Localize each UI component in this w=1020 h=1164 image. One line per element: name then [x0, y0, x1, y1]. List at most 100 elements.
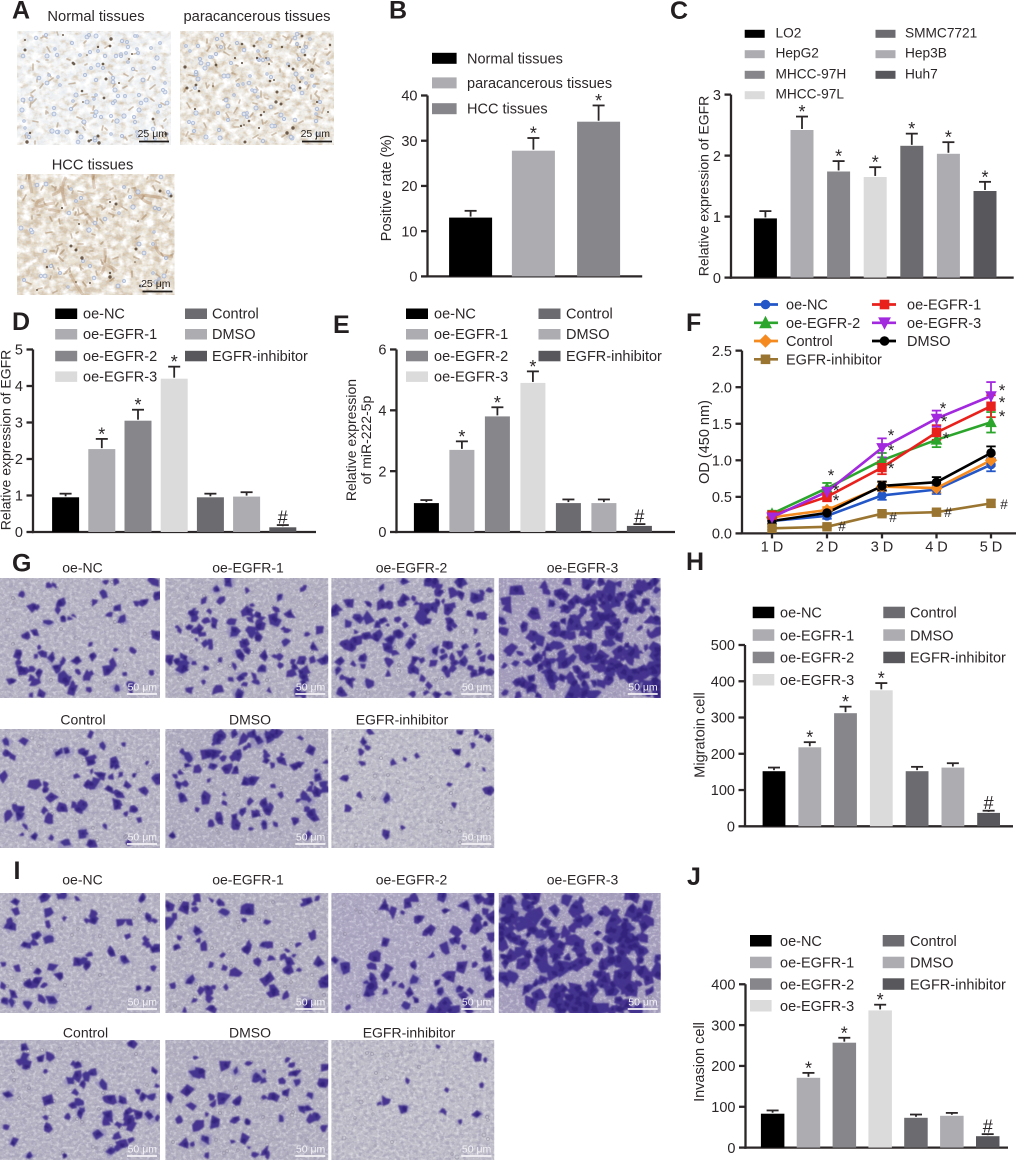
svg-text:F: F: [686, 309, 701, 337]
svg-text:100: 100: [711, 1100, 735, 1116]
svg-text:Relative expression: Relative expression: [343, 379, 359, 501]
svg-text:Huh7: Huh7: [905, 66, 938, 81]
svg-text:2: 2: [378, 464, 386, 480]
svg-text:oe-EGFR-3: oe-EGFR-3: [83, 369, 157, 385]
svg-text:*: *: [529, 357, 536, 377]
svg-text:1.0: 1.0: [712, 454, 732, 470]
svg-text:OD (450 nm): OD (450 nm): [697, 400, 713, 484]
svg-text:*: *: [171, 352, 178, 372]
svg-text:DMSO: DMSO: [229, 1025, 271, 1041]
svg-text:3: 3: [15, 416, 23, 432]
svg-text:oe-EGFR-1: oe-EGFR-1: [434, 327, 508, 343]
svg-text:HCC tissues: HCC tissues: [467, 102, 548, 118]
svg-text:oe-EGFR-2: oe-EGFR-2: [780, 651, 854, 667]
svg-text:oe-EGFR-1: oe-EGFR-1: [212, 560, 284, 576]
svg-text:#: #: [838, 519, 846, 534]
svg-text:Control: Control: [60, 712, 105, 728]
svg-text:EGFR-inhibitor: EGFR-inhibitor: [363, 1025, 456, 1041]
svg-text:200: 200: [711, 1059, 735, 1075]
svg-text:MHCC-97H: MHCC-97H: [776, 66, 847, 81]
svg-text:*: *: [999, 393, 1006, 412]
svg-text:#: #: [1000, 497, 1008, 512]
svg-text:Relative expression of EGFR: Relative expression of EGFR: [0, 350, 14, 531]
svg-text:*: *: [798, 102, 805, 122]
svg-text:SMMC7721: SMMC7721: [905, 25, 977, 40]
svg-text:20: 20: [401, 179, 417, 195]
svg-text:oe-NC: oe-NC: [780, 934, 822, 950]
svg-text:#: #: [984, 793, 994, 813]
svg-text:2.5: 2.5: [712, 344, 732, 360]
svg-text:EGFR-inhibitor: EGFR-inhibitor: [910, 977, 1006, 993]
svg-text:0.0: 0.0: [712, 527, 732, 543]
svg-text:H: H: [686, 548, 704, 576]
svg-text:*: *: [941, 412, 948, 431]
svg-text:*: *: [833, 491, 840, 510]
svg-text:Positive rate (%): Positive rate (%): [379, 135, 395, 241]
svg-text:I: I: [14, 857, 21, 885]
svg-text:*: *: [981, 167, 988, 187]
svg-text:oe-EGFR-2: oe-EGFR-2: [376, 560, 448, 576]
svg-text:G: G: [12, 550, 31, 578]
svg-text:1: 1: [15, 489, 23, 505]
svg-text:*: *: [530, 124, 537, 144]
svg-text:50 μm: 50 μm: [128, 682, 158, 694]
svg-text:EGFR-inhibitor: EGFR-inhibitor: [566, 349, 662, 365]
svg-text:50 μm: 50 μm: [462, 1144, 492, 1156]
svg-text:25 μm: 25 μm: [141, 278, 171, 290]
svg-text:*: *: [494, 393, 501, 413]
svg-text:J: J: [687, 863, 701, 891]
svg-text:paracancerous tissues: paracancerous tissues: [184, 9, 331, 25]
svg-text:*: *: [888, 426, 895, 445]
svg-text:EGFR-inhibitor: EGFR-inhibitor: [212, 349, 308, 365]
svg-text:0: 0: [409, 270, 417, 286]
svg-text:oe-NC: oe-NC: [62, 560, 102, 576]
svg-text:2: 2: [713, 149, 721, 165]
svg-text:C: C: [670, 0, 688, 25]
svg-text:of miR-222-5p: of miR-222-5p: [358, 395, 374, 484]
svg-text:*: *: [841, 1023, 848, 1043]
svg-text:oe-EGFR-2: oe-EGFR-2: [780, 977, 854, 993]
svg-text:oe-EGFR-3: oe-EGFR-3: [907, 316, 981, 332]
svg-text:400: 400: [711, 977, 735, 993]
svg-text:Control: Control: [63, 1025, 108, 1041]
svg-text:0: 0: [727, 1141, 735, 1157]
svg-text:50 μm: 50 μm: [296, 832, 326, 844]
svg-text:paracancerous tissues: paracancerous tissues: [467, 76, 612, 92]
svg-text:1 D: 1 D: [761, 539, 784, 555]
svg-text:oe-EGFR-2: oe-EGFR-2: [434, 349, 508, 365]
svg-text:*: *: [878, 669, 885, 689]
svg-text:oe-EGFR-2: oe-EGFR-2: [376, 872, 448, 888]
svg-text:*: *: [458, 427, 465, 447]
svg-text:EGFR-inhibitor: EGFR-inhibitor: [910, 651, 1006, 667]
svg-text:DMSO: DMSO: [212, 327, 256, 343]
svg-text:oe-EGFR-1: oe-EGFR-1: [780, 956, 854, 972]
svg-text:Hep3B: Hep3B: [905, 46, 947, 61]
svg-text:MHCC-97L: MHCC-97L: [776, 87, 845, 102]
svg-text:30: 30: [401, 134, 417, 150]
svg-text:25 μm: 25 μm: [301, 128, 331, 140]
svg-text:50 μm: 50 μm: [628, 997, 658, 1009]
svg-text:Normal tissues: Normal tissues: [467, 51, 563, 67]
svg-text:oe-EGFR-1: oe-EGFR-1: [212, 872, 284, 888]
svg-text:40: 40: [401, 89, 417, 105]
svg-text:3 D: 3 D: [871, 539, 894, 555]
svg-text:B: B: [389, 0, 407, 25]
svg-text:#: #: [983, 1117, 993, 1137]
svg-text:*: *: [908, 119, 915, 139]
svg-text:oe-EGFR-3: oe-EGFR-3: [780, 999, 854, 1015]
svg-text:Control: Control: [566, 307, 613, 323]
svg-text:0: 0: [727, 820, 735, 836]
svg-text:5: 5: [15, 343, 23, 359]
svg-text:5 D: 5 D: [980, 539, 1003, 555]
svg-text:Control: Control: [910, 606, 957, 622]
svg-text:1.5: 1.5: [712, 417, 732, 433]
svg-text:*: *: [943, 429, 950, 448]
svg-text:oe-NC: oe-NC: [83, 307, 125, 323]
svg-text:50 μm: 50 μm: [462, 682, 492, 694]
svg-text:oe-EGFR-1: oe-EGFR-1: [780, 628, 854, 644]
svg-text:50 μm: 50 μm: [296, 997, 326, 1009]
svg-text:6: 6: [378, 343, 386, 359]
svg-text:EGFR-inhibitor: EGFR-inhibitor: [356, 712, 449, 728]
svg-text:oe-EGFR-3: oe-EGFR-3: [547, 872, 619, 888]
svg-text:0: 0: [378, 525, 386, 541]
